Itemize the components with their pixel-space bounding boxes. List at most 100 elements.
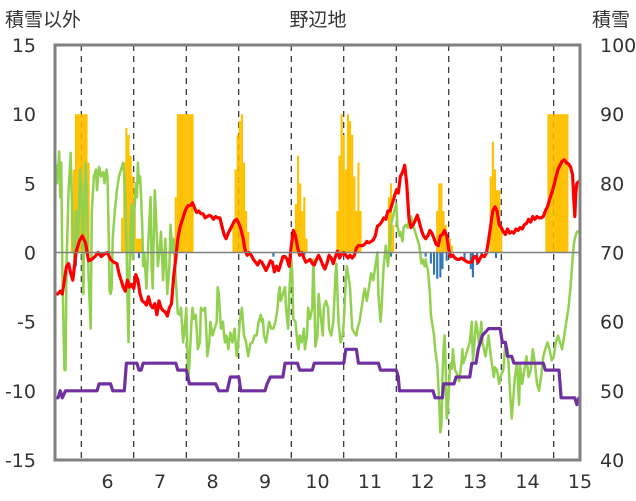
orange-bar bbox=[547, 114, 550, 253]
orange-bar bbox=[387, 197, 390, 253]
orange-bar bbox=[301, 211, 304, 253]
orange-bar bbox=[551, 114, 554, 253]
orange-bar bbox=[183, 114, 186, 253]
orange-bar bbox=[133, 211, 136, 253]
left-tick-label: -5 bbox=[17, 312, 36, 334]
x-tick-label: 8 bbox=[206, 471, 218, 493]
orange-bar bbox=[353, 176, 356, 253]
left-tick-label: -15 bbox=[5, 450, 36, 472]
orange-bar bbox=[303, 197, 306, 253]
orange-bar bbox=[74, 114, 78, 253]
orange-bar bbox=[342, 134, 345, 253]
blue-bar bbox=[471, 252, 474, 278]
purple-line bbox=[55, 327, 581, 407]
right-y-ticks: 100 90 80 70 60 50 40 bbox=[600, 35, 636, 472]
blue-bar bbox=[303, 252, 306, 256]
orange-bar bbox=[292, 238, 295, 253]
left-tick-label: -10 bbox=[5, 381, 36, 403]
right-tick-label: 70 bbox=[600, 243, 624, 265]
orange-bar bbox=[242, 162, 246, 253]
orange-bar bbox=[299, 183, 302, 253]
blue-bar bbox=[389, 252, 393, 257]
left-axis-title: 積雪以外 bbox=[5, 9, 81, 31]
orange-bar bbox=[355, 211, 358, 253]
orange-bar bbox=[336, 211, 339, 253]
orange-bar bbox=[344, 169, 347, 253]
x-tick-label: 7 bbox=[154, 471, 166, 493]
orange-bar bbox=[174, 197, 177, 253]
orange-bar bbox=[346, 114, 349, 253]
orange-bar bbox=[557, 114, 561, 253]
orange-bar bbox=[240, 114, 243, 253]
orange-bar bbox=[185, 114, 188, 253]
blue-bar bbox=[424, 252, 427, 257]
blue-bar bbox=[439, 252, 442, 278]
orange-bar bbox=[560, 114, 563, 253]
orange-bar bbox=[389, 183, 393, 253]
orange-bar bbox=[189, 114, 192, 253]
left-tick-label: 5 bbox=[24, 173, 36, 195]
orange-bar bbox=[349, 121, 352, 253]
orange-bar bbox=[392, 224, 395, 253]
orange-bar bbox=[436, 211, 439, 253]
orange-bar bbox=[440, 183, 443, 253]
orange-bar bbox=[305, 238, 308, 253]
x-ticks: 6 7 8 9 10 11 12 13 14 15 bbox=[101, 471, 592, 493]
right-tick-label: 60 bbox=[600, 312, 624, 334]
orange-bar bbox=[564, 114, 567, 253]
orange-bar bbox=[340, 114, 343, 253]
orange-bar bbox=[247, 231, 250, 253]
orange-bar bbox=[294, 204, 298, 253]
orange-bar bbox=[125, 128, 128, 253]
orange-bar bbox=[493, 169, 496, 253]
x-tick-label: 10 bbox=[305, 471, 329, 493]
orange-bar bbox=[555, 114, 558, 253]
x-tick-label: 12 bbox=[410, 471, 434, 493]
orange-bar bbox=[496, 190, 499, 253]
right-tick-label: 40 bbox=[600, 450, 624, 472]
orange-bar bbox=[72, 169, 75, 253]
blue-bar bbox=[137, 252, 141, 259]
orange-bar bbox=[191, 114, 194, 253]
blue-bar bbox=[436, 252, 439, 279]
orange-bar bbox=[181, 114, 184, 253]
orange-bar bbox=[491, 141, 494, 253]
right-tick-label: 90 bbox=[600, 104, 624, 126]
blue-bar bbox=[272, 252, 275, 257]
x-tick-label: 9 bbox=[259, 471, 271, 493]
x-tick-label: 6 bbox=[101, 471, 113, 493]
orange-bar bbox=[178, 114, 181, 253]
right-tick-label: 80 bbox=[600, 173, 624, 195]
right-tick-label: 100 bbox=[600, 35, 636, 57]
left-tick-label: 10 bbox=[12, 104, 36, 126]
right-tick-label: 50 bbox=[600, 381, 624, 403]
orange-bar bbox=[236, 134, 239, 253]
left-tick-label: 0 bbox=[24, 243, 36, 265]
orange-bar bbox=[545, 211, 548, 253]
x-tick-label: 15 bbox=[568, 471, 592, 493]
orange-bar bbox=[87, 162, 90, 253]
orange-bar bbox=[549, 114, 552, 253]
orange-bar bbox=[140, 238, 143, 253]
orange-bar bbox=[448, 238, 451, 253]
orange-bar bbox=[137, 238, 141, 253]
orange-bar bbox=[187, 114, 190, 253]
orange-bar bbox=[500, 224, 503, 253]
orange-bar bbox=[338, 155, 341, 253]
orange-bar bbox=[245, 211, 248, 253]
orange-bar bbox=[450, 245, 453, 253]
orange-bar bbox=[351, 134, 354, 253]
orange-bar bbox=[121, 217, 124, 253]
orange-bar bbox=[232, 224, 235, 253]
blue-bar bbox=[463, 252, 466, 261]
chart-title: 野辺地 bbox=[289, 9, 346, 31]
orange-bar bbox=[566, 114, 569, 253]
orange-bar bbox=[359, 211, 362, 253]
blue-bar bbox=[433, 252, 436, 275]
orange-bar bbox=[297, 155, 300, 253]
blue-bar bbox=[445, 252, 448, 261]
orange-bar bbox=[562, 114, 565, 253]
orange-bar bbox=[135, 238, 138, 253]
orange-bar bbox=[127, 134, 130, 253]
